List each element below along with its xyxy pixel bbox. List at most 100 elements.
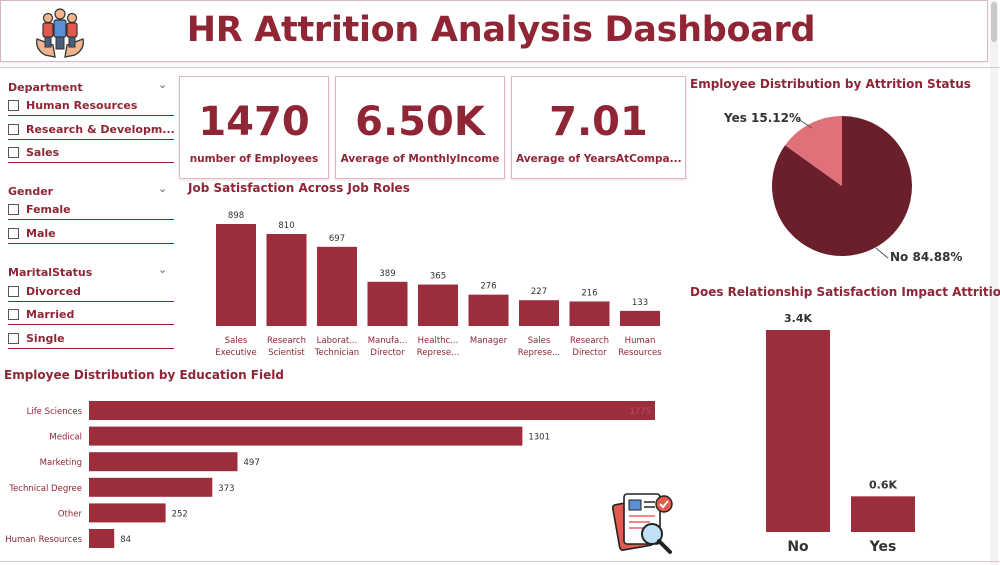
report-analysis-icon [611,493,673,554]
data-label: 1301 [528,433,550,443]
bar[interactable] [89,477,213,497]
kpi-value: 6.50K [355,99,485,145]
attrition-pie-chart: Yes 15.12% No 84.88% [723,111,962,264]
slicer-item-label: Research & Developm... [26,123,174,136]
gender-slicer-title: Gender [8,185,54,198]
checkbox[interactable] [8,100,19,111]
slicer-item-divorced[interactable]: Divorced [8,282,174,302]
slicer-item-sales[interactable]: Sales [8,143,174,163]
pie-slice-yes[interactable] [785,116,842,186]
chevron-down-icon[interactable]: ⌄ [158,182,168,195]
bar[interactable] [766,330,830,532]
bar[interactable] [418,284,458,326]
checkbox[interactable] [8,147,19,158]
scrollbar-thumb[interactable] [991,2,997,42]
data-label: 389 [379,269,395,279]
bar[interactable] [851,496,915,532]
bar[interactable] [89,503,166,523]
category-label: Marketing [40,458,82,468]
data-label: 227 [531,287,547,297]
kpi-card-years-at-company: 7.01 Average of YearsAtCompa... [511,76,686,179]
chevron-down-icon[interactable]: ⌄ [158,78,168,91]
category-label: Healthc... [418,336,459,346]
data-label: 898 [228,211,244,221]
bar[interactable] [89,452,238,472]
category-label: Manager [470,336,508,346]
bar[interactable] [317,246,357,326]
slicer-item-label: Human Resources [26,99,138,112]
slicer-item-label: Married [26,308,75,321]
data-label: 84 [120,535,131,545]
header: HR Attrition Analysis Dashboard [0,0,988,62]
slicer-item-label: Divorced [26,285,81,298]
bar[interactable] [216,224,256,326]
slicer-item-female[interactable]: Female [8,200,174,220]
department-slicer-title: Department [8,81,83,94]
category-label: Sales [528,336,551,346]
category-label: Represe... [417,348,459,358]
job-satisfaction-chart-title: Job Satisfaction Across Job Roles [188,181,410,195]
category-label: Technician [314,348,359,358]
leader-line [797,118,813,129]
slicer-item-male[interactable]: Male [8,224,174,244]
page-title: HR Attrition Analysis Dashboard [186,10,816,50]
category-label: Research [570,336,609,346]
category-label: Sales [225,336,248,346]
data-label: 810 [278,221,294,231]
people-group-logo-icon [36,8,84,58]
category-label: Executive [215,348,256,358]
slicer-item-label: Male [26,227,56,240]
category-label: Technical Degree [8,484,82,494]
category-label: No [787,539,809,555]
checkbox[interactable] [8,333,19,344]
category-label: Other [58,509,83,519]
slicer-item-label: Sales [26,146,60,159]
category-label: Resources [618,348,662,358]
kpi-card-employees: 1470 number of Employees [179,76,329,179]
slicer-item-label: Female [26,203,71,216]
category-label: Life Sciences [27,407,83,417]
bar[interactable] [519,300,559,326]
slicer-item-human-resources[interactable]: Human Resources [8,96,174,116]
data-label: 697 [329,234,345,244]
bar[interactable] [620,310,660,326]
kpi-value: 1470 [198,99,310,145]
checkbox[interactable] [8,228,19,239]
kpi-label: Average of MonthlyIncome [340,153,500,165]
checkbox[interactable] [8,286,19,297]
bar[interactable] [89,401,655,420]
bar[interactable] [89,426,523,446]
chevron-down-icon[interactable]: ⌄ [158,263,168,276]
category-label: Director [572,348,607,358]
divider [0,67,1000,68]
data-label: 276 [480,282,496,292]
bar[interactable] [266,233,307,326]
data-label: 216 [581,288,597,298]
data-label: 133 [632,298,648,308]
kpi-label: number of Employees [189,153,319,165]
category-label: Laborat... [317,336,358,346]
bar[interactable] [468,294,509,326]
slicer-item-research-development[interactable]: Research & Developm... [8,120,174,140]
bar[interactable] [367,281,408,326]
leader-line [875,247,889,259]
data-label: 365 [430,272,446,282]
kpi-card-monthly-income: 6.50K Average of MonthlyIncome [335,76,505,179]
checkbox[interactable] [8,309,19,320]
pie-label-no: No 84.88% [890,250,962,264]
bar[interactable] [569,301,610,326]
marital-status-slicer-title: MaritalStatus [8,266,93,279]
category-label: Director [370,348,405,358]
slicer-item-label: Single [26,332,65,345]
kpi-value: 7.01 [549,99,648,145]
slicer-item-single[interactable]: Single [8,329,174,349]
checkbox[interactable] [8,204,19,215]
category-label: Represe... [518,348,560,358]
vertical-scrollbar[interactable] [990,0,998,565]
checkbox[interactable] [8,124,19,135]
slicer-item-married[interactable]: Married [8,305,174,325]
category-label: Scientist [268,348,305,358]
relationship-chart-title: Does Relationship Satisfaction Impact At… [690,285,1000,299]
bar[interactable] [89,529,115,548]
category-label: Manufa... [368,336,408,346]
